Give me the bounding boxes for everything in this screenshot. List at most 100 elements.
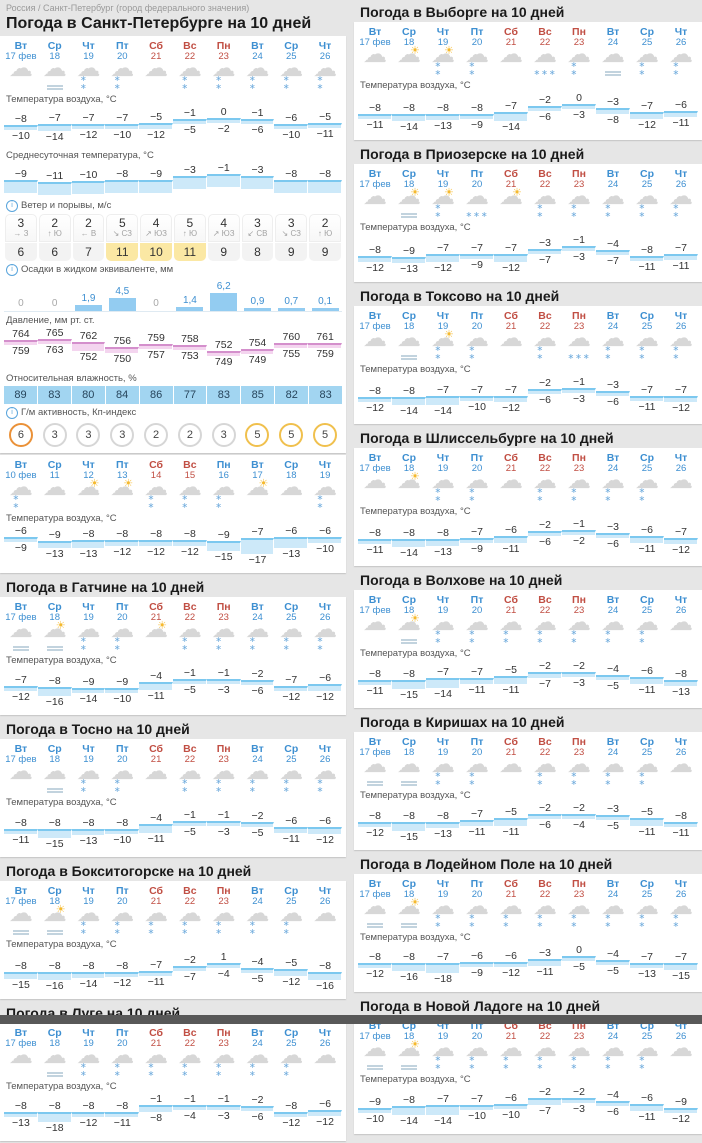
day-cell[interactable]: Ср 18 [392,876,426,902]
day-cell[interactable]: Ср 18 [38,38,72,64]
info-icon[interactable]: i [6,406,18,419]
city-title-tosno[interactable]: Погода в Тосно на 10 дней [6,720,190,737]
day-cell[interactable]: Пт 20 [460,166,494,192]
city-title-volkhov[interactable]: Погода в Волхове на 10 дней [360,571,563,588]
day-cell[interactable]: Пт 20 [105,599,139,625]
day-cell[interactable]: Чт 19 [72,599,106,625]
day-cell[interactable]: Чт 19 [426,734,460,760]
day-cell[interactable]: Чт 26 [308,38,342,64]
info-icon[interactable]: i [6,199,18,212]
city-title-boksitogorsk[interactable]: Погода в Бокситогорске на 10 дней [6,862,252,879]
day-cell[interactable]: Сб 14 [139,457,173,483]
day-cell[interactable]: Ср 11 [38,457,72,483]
day-cell[interactable]: Пт 20 [105,741,139,767]
day-cell[interactable]: Вт 24 [241,883,275,909]
day-cell[interactable]: Вт 17 фев [358,876,392,902]
day-cell[interactable]: Ср 25 [630,876,664,902]
day-cell[interactable]: Ср 18 [392,592,426,618]
day-cell[interactable]: Пт 20 [460,592,494,618]
day-cell[interactable]: Ср 18 [38,599,72,625]
city-title-vyborg[interactable]: Погода в Выборге на 10 дней [360,4,565,20]
day-cell[interactable]: Пн 23 [562,450,596,476]
city-title-priozersk[interactable]: Погода в Приозерске на 10 дней [360,145,585,162]
day-cell[interactable]: Чт 26 [664,24,698,50]
day-cell[interactable]: Сб 21 [494,876,528,902]
day-cell[interactable]: Пн 23 [207,741,241,767]
day-cell[interactable]: Пн 16 [207,457,241,483]
day-cell[interactable]: Чт 26 [664,876,698,902]
city-title-kirishi[interactable]: Погода в Киришах на 10 дней [360,713,565,730]
day-cell[interactable]: Вт 24 [596,450,630,476]
day-cell[interactable]: Чт 26 [664,308,698,334]
day-cell[interactable]: Сб 21 [139,741,173,767]
day-cell[interactable]: Ср 25 [274,883,308,909]
day-cell[interactable]: Ср 25 [630,450,664,476]
day-cell[interactable]: Пн 23 [207,599,241,625]
day-cell[interactable]: Пт 20 [460,308,494,334]
day-cell[interactable]: Ср 25 [274,599,308,625]
breadcrumb[interactable]: Россия / Санкт-Петербург (город федераль… [6,3,250,13]
day-cell[interactable]: Вс 22 [173,883,207,909]
day-cell[interactable]: Чт 19 [426,166,460,192]
day-cell[interactable]: Сб 21 [139,38,173,64]
day-cell[interactable]: Вт 10 фев [4,457,38,483]
day-cell[interactable]: Вт 17 фев [4,883,38,909]
day-cell[interactable]: Вт 24 [596,876,630,902]
day-cell[interactable]: Пн 23 [562,734,596,760]
day-cell[interactable]: Пн 23 [562,876,596,902]
day-cell[interactable]: Вс 22 [528,450,562,476]
city-title-gatchina[interactable]: Погода в Гатчине на 10 дней [6,578,205,595]
day-cell[interactable]: Вт 17 [241,457,275,483]
day-cell[interactable]: Вт 24 [241,599,275,625]
day-cell[interactable]: Сб 21 [494,308,528,334]
day-cell[interactable]: Вт 24 [241,38,275,64]
day-cell[interactable]: Ср 25 [630,24,664,50]
day-cell[interactable]: Чт 26 [664,592,698,618]
day-cell[interactable]: Сб 21 [494,166,528,192]
day-cell[interactable]: Пт 20 [460,876,494,902]
day-cell[interactable]: Чт 26 [308,741,342,767]
info-icon[interactable]: i [6,263,18,276]
day-cell[interactable]: Вс 22 [173,599,207,625]
day-cell[interactable]: Пт 20 [460,734,494,760]
day-cell[interactable]: Чт 19 [426,592,460,618]
day-cell[interactable]: Вт 24 [596,734,630,760]
day-cell[interactable]: Пт 20 [460,450,494,476]
day-cell[interactable]: Ср 25 [630,734,664,760]
day-cell[interactable]: Вт 24 [596,308,630,334]
day-cell[interactable]: Чт 26 [664,166,698,192]
day-cell[interactable]: Чт 19 [426,24,460,50]
day-cell[interactable]: Чт 19 [426,308,460,334]
day-cell[interactable]: Чт 19 [72,741,106,767]
day-cell[interactable]: Ср 18 [392,24,426,50]
day-cell[interactable]: Ср 25 [630,166,664,192]
day-cell[interactable]: Вт 17 фев [358,734,392,760]
day-cell[interactable]: Пн 23 [562,24,596,50]
day-cell[interactable]: Вс 22 [528,592,562,618]
day-cell[interactable]: Чт 26 [664,450,698,476]
day-cell[interactable]: Чт 19 [426,450,460,476]
city-title-novaya-ladoga[interactable]: Погода в Новой Ладоге на 10 дней [360,997,601,1014]
day-cell[interactable]: Сб 21 [494,734,528,760]
day-cell[interactable]: Пн 23 [207,38,241,64]
day-cell[interactable]: Вт 17 фев [358,166,392,192]
day-cell[interactable]: Пт 20 [460,24,494,50]
day-cell[interactable]: Ср 25 [274,38,308,64]
day-cell[interactable]: Вс 22 [528,166,562,192]
day-cell[interactable]: Вс 22 [173,741,207,767]
day-cell[interactable]: Ср 25 [630,592,664,618]
day-cell[interactable]: Сб 21 [494,450,528,476]
day-cell[interactable]: Чт 19 [72,38,106,64]
city-title-lodeynoye-pole[interactable]: Погода в Лодейном Поле на 10 дней [360,855,613,872]
day-cell[interactable]: Пн 23 [207,883,241,909]
day-cell[interactable]: Чт 19 [72,883,106,909]
day-cell[interactable]: Чт 19 [426,876,460,902]
city-title-toksovo[interactable]: Погода в Токсово на 10 дней [360,287,560,304]
day-cell[interactable]: Вт 17 фев [4,599,38,625]
day-cell[interactable]: Ср 18 [392,308,426,334]
day-cell[interactable]: Пн 23 [562,592,596,618]
day-cell[interactable]: Пт 20 [105,883,139,909]
day-cell[interactable]: Ср 25 [274,741,308,767]
day-cell[interactable]: Вт 24 [596,166,630,192]
day-cell[interactable]: Сб 21 [139,883,173,909]
